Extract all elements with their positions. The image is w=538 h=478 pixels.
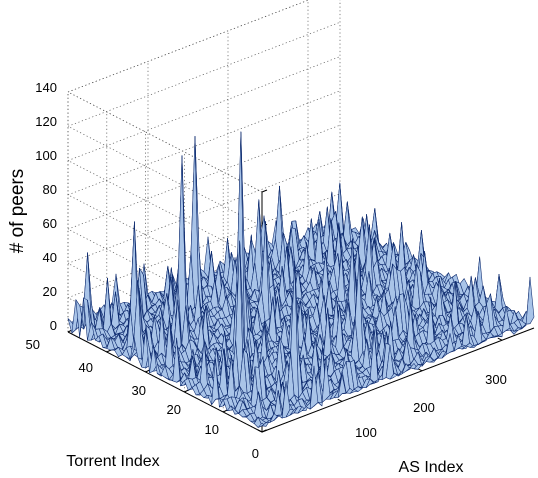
grid-line: [67, 0, 310, 93]
z-tick-label: 140: [35, 80, 57, 95]
z-tick-label: 0: [50, 318, 57, 333]
grid-line: [67, 56, 341, 161]
z-tick-label: 40: [43, 250, 57, 265]
y-tick: [106, 349, 112, 353]
y-axis-line: [67, 331, 263, 433]
z-axis-label: # of peers: [7, 169, 28, 254]
grid-line: [67, 21, 341, 127]
z-tick-label: 120: [35, 114, 57, 129]
y-tick: [184, 389, 189, 393]
z-tick: [261, 189, 268, 193]
surface-layer: [67, 131, 535, 428]
grid-line: [67, 194, 263, 296]
x-tick-label: 200: [413, 400, 435, 415]
z-tick-label: 100: [35, 148, 57, 163]
grid-line: [67, 124, 341, 230]
grid-line: [67, 193, 341, 299]
x-tick: [497, 337, 503, 341]
y-tick-label: 0: [252, 446, 259, 461]
y-tick: [222, 409, 228, 413]
x-axis-label: AS Index: [399, 459, 464, 476]
x-tick: [257, 429, 263, 433]
grid-line: [67, 0, 310, 93]
grid-line: [67, 160, 263, 261]
z-tick-label: 20: [43, 284, 57, 299]
x-tick: [417, 368, 423, 372]
y-tick-label: 30: [132, 383, 146, 398]
x-tick: [337, 398, 343, 402]
grid-line: [67, 90, 341, 196]
axis-layer: 0 20 40 60 80 100 120 140 50 40 30 20 10…: [7, 80, 507, 476]
grid-line: [67, 263, 263, 364]
z-tick-label: 60: [43, 216, 57, 231]
grid-line: [67, 91, 263, 193]
surface-patch: [525, 276, 535, 325]
grid-line: [67, 159, 341, 264]
y-tick: [261, 429, 267, 433]
y-tick-label: 10: [205, 422, 219, 437]
y-axis-label: Torrent Index: [66, 453, 159, 470]
x-tick-label: 300: [485, 372, 507, 387]
y-tick-label: 20: [167, 402, 181, 417]
grid-line: [67, 125, 263, 227]
grid-line: [67, 228, 263, 330]
y-tick-label: 40: [79, 360, 93, 375]
x-axis-line: [261, 327, 535, 433]
y-tick-label: 50: [26, 337, 40, 352]
x-tick-label: 100: [355, 425, 377, 440]
y-tick: [145, 369, 150, 373]
z-tick-label: 80: [43, 182, 57, 197]
